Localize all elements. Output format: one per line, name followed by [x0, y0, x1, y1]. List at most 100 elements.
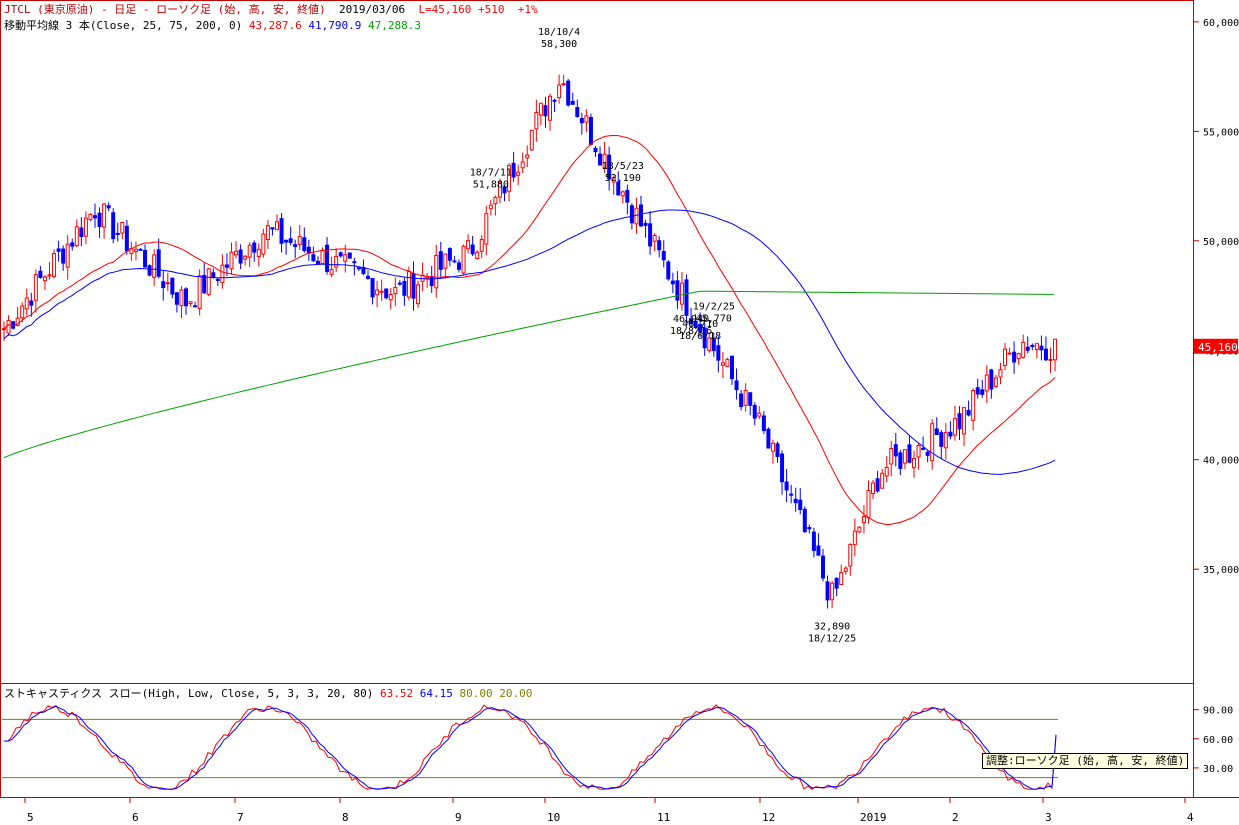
- candle-body: [670, 280, 675, 285]
- candle-body: [561, 83, 566, 86]
- candle-body: [711, 337, 716, 352]
- candle-body: [297, 235, 302, 245]
- candle-body: [784, 481, 789, 491]
- chart-title-line: JTCL (東京原油) - 日足 - ローソク足 (始, 高, 安, 終値) 2…: [4, 3, 538, 16]
- candle-body: [798, 499, 803, 511]
- candle-body: [370, 278, 375, 298]
- candle-body: [425, 276, 430, 280]
- candle-body: [866, 490, 871, 519]
- candle-body: [206, 268, 211, 295]
- stoch-d-value: 64.15: [419, 687, 453, 700]
- y-tick-label: 60,000: [1203, 18, 1239, 29]
- candle-body: [852, 530, 857, 546]
- stoch-tick-label: 60.00: [1203, 735, 1233, 746]
- candle-body: [639, 204, 643, 227]
- candle-body: [270, 227, 275, 230]
- candle-body: [857, 526, 862, 533]
- annotation-price: 32,890: [814, 621, 850, 632]
- candle-body: [1048, 358, 1053, 361]
- candle-body: [88, 213, 93, 220]
- annotation-date: 18/6/18: [679, 331, 721, 342]
- candle-body: [70, 242, 75, 247]
- candle-body: [379, 290, 384, 293]
- stoch-tick-label: 90.00: [1203, 706, 1233, 717]
- candle-body: [780, 453, 785, 483]
- candle-body: [406, 271, 411, 298]
- candle-body: [65, 243, 70, 268]
- candle-body: [1016, 353, 1021, 360]
- candle-body: [124, 225, 129, 252]
- chart-type-tooltip: 調整:ローソク足 (始, 高, 安, 終値): [982, 753, 1189, 769]
- annotation-date: 18/8/16: [670, 326, 712, 337]
- candle-body: [730, 355, 734, 380]
- candle-body: [848, 544, 853, 567]
- candle-body: [56, 248, 61, 252]
- candles: [2, 74, 1058, 609]
- candle-body: [497, 181, 502, 198]
- candle-body: [388, 294, 393, 301]
- candle-body: [1025, 346, 1030, 351]
- candle-body: [279, 218, 284, 244]
- candle-body: [434, 254, 439, 289]
- candle-body: [916, 445, 921, 458]
- candle-body: [366, 275, 370, 279]
- candle-body: [1007, 352, 1012, 355]
- candle-body: [438, 251, 443, 270]
- candle-body: [174, 292, 179, 305]
- candle-body: [243, 255, 248, 260]
- ma75-line: [3, 209, 1056, 475]
- candle-body: [334, 255, 339, 268]
- candle-body: [197, 275, 202, 310]
- candle-body: [329, 268, 334, 275]
- candle-body: [511, 162, 516, 178]
- candle-body: [502, 186, 507, 194]
- x-tick-label: 11: [657, 811, 670, 824]
- candle-body: [61, 248, 66, 264]
- candle-body: [429, 276, 434, 287]
- candle-body: [648, 223, 653, 247]
- candle-body: [416, 284, 421, 305]
- candle-body: [224, 264, 229, 268]
- candle-body: [598, 153, 603, 166]
- candle-body: [684, 279, 689, 316]
- price-change: +510: [478, 3, 505, 16]
- candle-body: [993, 377, 998, 387]
- candle-body: [620, 191, 625, 197]
- x-tick-label: 2019: [860, 811, 887, 824]
- ma75-value: 41,790.9: [308, 19, 362, 32]
- annotation-date: 19/2/25: [693, 301, 735, 312]
- annotation-price: 52,190: [605, 173, 641, 184]
- candle-body: [998, 369, 1003, 378]
- y-tick-label: 55,000: [1203, 127, 1239, 138]
- candle-body: [971, 390, 976, 421]
- candle-body: [775, 443, 780, 458]
- candle-body: [288, 238, 293, 244]
- candle-body: [657, 240, 662, 251]
- candle-body: [106, 205, 111, 209]
- stoch-label: ストキャスティクス スロー(High, Low, Close, 5, 3, 3,…: [4, 687, 374, 700]
- candle-body: [238, 249, 243, 264]
- candle-body: [666, 261, 671, 280]
- candle-body: [133, 248, 138, 253]
- candle-body: [306, 246, 311, 254]
- candle-body: [247, 244, 252, 258]
- last-price-tag-text: 45,160: [1198, 341, 1238, 354]
- candle-body: [1039, 345, 1044, 351]
- candle-body: [834, 577, 839, 589]
- candle-body: [930, 423, 935, 462]
- candle-body: [193, 305, 198, 308]
- candle-body: [880, 472, 885, 489]
- ma25-line: [3, 134, 1056, 526]
- candle-body: [311, 254, 316, 262]
- candle-body: [593, 147, 598, 153]
- candle-body: [807, 527, 812, 530]
- candle-body: [1034, 343, 1039, 351]
- candle-body: [466, 240, 471, 250]
- candle-body: [652, 234, 657, 242]
- candle-body: [725, 358, 730, 367]
- candle-body: [165, 282, 170, 285]
- candle-body: [566, 80, 571, 106]
- candle-body: [15, 317, 20, 327]
- candle-body: [975, 387, 980, 395]
- candle-body: [948, 431, 953, 437]
